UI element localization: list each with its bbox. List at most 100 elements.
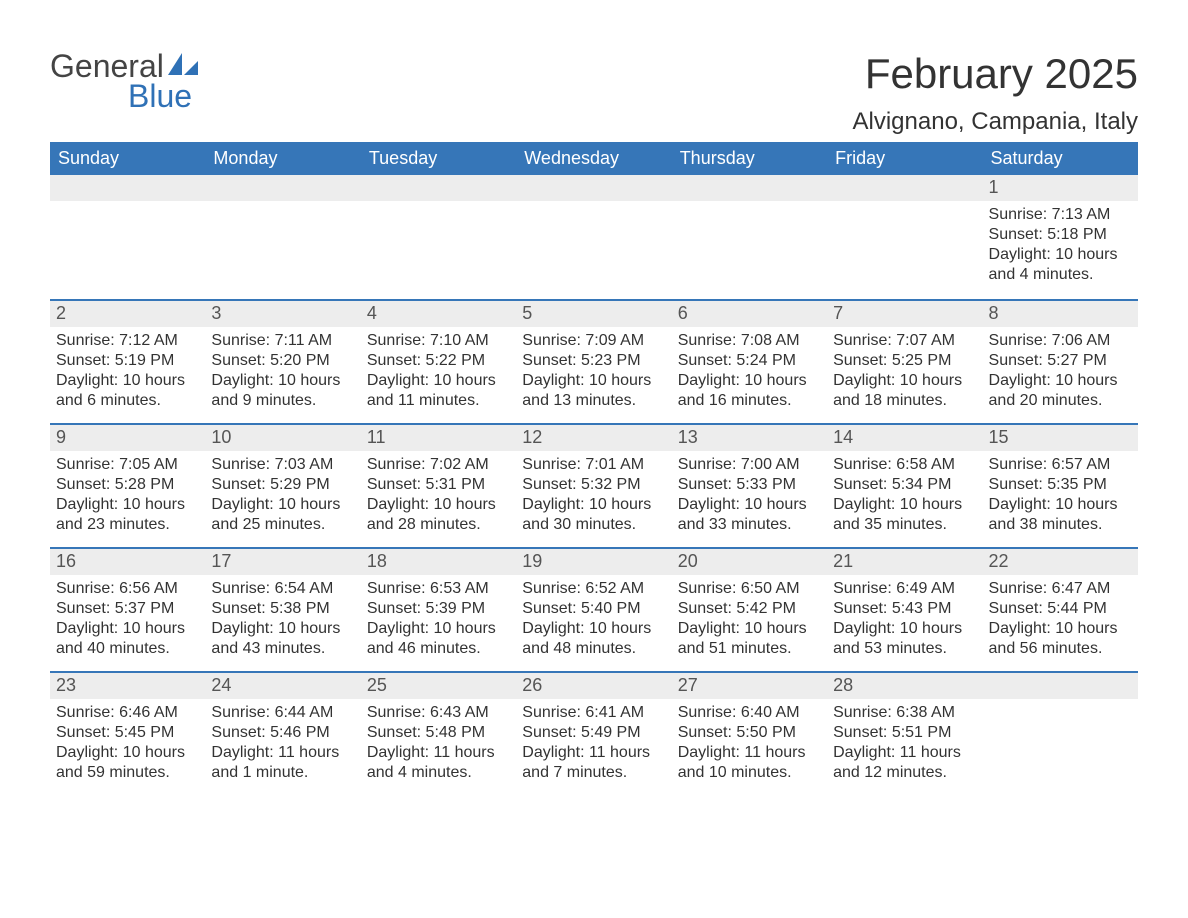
logo-text-blue: Blue <box>128 80 198 112</box>
day-number-bar: 21 <box>827 547 982 575</box>
day-number-bar: 24 <box>205 671 360 699</box>
sunrise-text: Sunrise: 6:47 AM <box>989 579 1132 599</box>
day-number-bar <box>827 175 982 201</box>
sunset-text: Sunset: 5:20 PM <box>211 351 354 371</box>
daylight-text: Daylight: 10 hours and 9 minutes. <box>211 371 354 411</box>
calendar-day-cell <box>516 175 671 299</box>
day-number-bar: 18 <box>361 547 516 575</box>
calendar-page: General Blue February 2025 Alvignano, Ca… <box>0 0 1188 845</box>
daylight-text: Daylight: 10 hours and 40 minutes. <box>56 619 199 659</box>
daylight-text: Daylight: 10 hours and 13 minutes. <box>522 371 665 411</box>
sunrise-text: Sunrise: 7:07 AM <box>833 331 976 351</box>
daylight-text: Daylight: 10 hours and 25 minutes. <box>211 495 354 535</box>
day-body: Sunrise: 7:10 AMSunset: 5:22 PMDaylight:… <box>361 327 516 415</box>
sunset-text: Sunset: 5:37 PM <box>56 599 199 619</box>
sunrise-text: Sunrise: 7:01 AM <box>522 455 665 475</box>
day-body: Sunrise: 6:49 AMSunset: 5:43 PMDaylight:… <box>827 575 982 663</box>
calendar-day-cell: 12Sunrise: 7:01 AMSunset: 5:32 PMDayligh… <box>516 423 671 547</box>
sunset-text: Sunset: 5:48 PM <box>367 723 510 743</box>
day-number-bar: 26 <box>516 671 671 699</box>
calendar-day-cell: 3Sunrise: 7:11 AMSunset: 5:20 PMDaylight… <box>205 299 360 423</box>
sunset-text: Sunset: 5:23 PM <box>522 351 665 371</box>
calendar-day-cell: 9Sunrise: 7:05 AMSunset: 5:28 PMDaylight… <box>50 423 205 547</box>
sunset-text: Sunset: 5:44 PM <box>989 599 1132 619</box>
day-number-bar: 1 <box>983 175 1138 201</box>
daylight-text: Daylight: 10 hours and 11 minutes. <box>367 371 510 411</box>
calendar-day-cell: 5Sunrise: 7:09 AMSunset: 5:23 PMDaylight… <box>516 299 671 423</box>
sunrise-text: Sunrise: 6:57 AM <box>989 455 1132 475</box>
day-body: Sunrise: 7:00 AMSunset: 5:33 PMDaylight:… <box>672 451 827 539</box>
day-header: Saturday <box>983 142 1138 175</box>
sunrise-text: Sunrise: 6:43 AM <box>367 703 510 723</box>
sunset-text: Sunset: 5:32 PM <box>522 475 665 495</box>
sunset-text: Sunset: 5:29 PM <box>211 475 354 495</box>
day-body: Sunrise: 6:46 AMSunset: 5:45 PMDaylight:… <box>50 699 205 787</box>
day-number-bar <box>205 175 360 201</box>
day-number-bar: 2 <box>50 299 205 327</box>
day-number-bar <box>516 175 671 201</box>
day-body: Sunrise: 6:54 AMSunset: 5:38 PMDaylight:… <box>205 575 360 663</box>
daylight-text: Daylight: 10 hours and 6 minutes. <box>56 371 199 411</box>
calendar-day-cell: 27Sunrise: 6:40 AMSunset: 5:50 PMDayligh… <box>672 671 827 795</box>
calendar-day-cell: 16Sunrise: 6:56 AMSunset: 5:37 PMDayligh… <box>50 547 205 671</box>
sunrise-text: Sunrise: 6:41 AM <box>522 703 665 723</box>
sunset-text: Sunset: 5:42 PM <box>678 599 821 619</box>
calendar-table: Sunday Monday Tuesday Wednesday Thursday… <box>50 142 1138 795</box>
day-header: Tuesday <box>361 142 516 175</box>
calendar-day-cell <box>672 175 827 299</box>
daylight-text: Daylight: 11 hours and 4 minutes. <box>367 743 510 783</box>
sunset-text: Sunset: 5:43 PM <box>833 599 976 619</box>
day-number-bar: 19 <box>516 547 671 575</box>
calendar-day-cell: 18Sunrise: 6:53 AMSunset: 5:39 PMDayligh… <box>361 547 516 671</box>
title-block: February 2025 Alvignano, Campania, Italy <box>853 50 1139 136</box>
day-number-bar: 8 <box>983 299 1138 327</box>
calendar-day-cell <box>827 175 982 299</box>
calendar-day-cell: 23Sunrise: 6:46 AMSunset: 5:45 PMDayligh… <box>50 671 205 795</box>
sunset-text: Sunset: 5:33 PM <box>678 475 821 495</box>
sunrise-text: Sunrise: 7:00 AM <box>678 455 821 475</box>
calendar-day-cell: 11Sunrise: 7:02 AMSunset: 5:31 PMDayligh… <box>361 423 516 547</box>
calendar-week-row: 16Sunrise: 6:56 AMSunset: 5:37 PMDayligh… <box>50 547 1138 671</box>
sunset-text: Sunset: 5:19 PM <box>56 351 199 371</box>
daylight-text: Daylight: 11 hours and 10 minutes. <box>678 743 821 783</box>
sunrise-text: Sunrise: 6:54 AM <box>211 579 354 599</box>
day-header: Monday <box>205 142 360 175</box>
sunset-text: Sunset: 5:31 PM <box>367 475 510 495</box>
day-number-bar: 28 <box>827 671 982 699</box>
day-number-bar: 10 <box>205 423 360 451</box>
daylight-text: Daylight: 10 hours and 30 minutes. <box>522 495 665 535</box>
day-header: Friday <box>827 142 982 175</box>
day-body: Sunrise: 6:50 AMSunset: 5:42 PMDaylight:… <box>672 575 827 663</box>
day-number-bar: 13 <box>672 423 827 451</box>
calendar-day-cell: 22Sunrise: 6:47 AMSunset: 5:44 PMDayligh… <box>983 547 1138 671</box>
sunrise-text: Sunrise: 7:10 AM <box>367 331 510 351</box>
calendar-day-cell: 2Sunrise: 7:12 AMSunset: 5:19 PMDaylight… <box>50 299 205 423</box>
calendar-day-cell: 26Sunrise: 6:41 AMSunset: 5:49 PMDayligh… <box>516 671 671 795</box>
calendar-day-cell: 1Sunrise: 7:13 AMSunset: 5:18 PMDaylight… <box>983 175 1138 299</box>
logo: General Blue <box>50 50 198 112</box>
sunset-text: Sunset: 5:49 PM <box>522 723 665 743</box>
day-number-bar: 22 <box>983 547 1138 575</box>
calendar-day-cell: 8Sunrise: 7:06 AMSunset: 5:27 PMDaylight… <box>983 299 1138 423</box>
daylight-text: Daylight: 10 hours and 53 minutes. <box>833 619 976 659</box>
calendar-day-cell: 24Sunrise: 6:44 AMSunset: 5:46 PMDayligh… <box>205 671 360 795</box>
day-body: Sunrise: 6:41 AMSunset: 5:49 PMDaylight:… <box>516 699 671 787</box>
daylight-text: Daylight: 11 hours and 12 minutes. <box>833 743 976 783</box>
sunset-text: Sunset: 5:24 PM <box>678 351 821 371</box>
sunset-text: Sunset: 5:51 PM <box>833 723 976 743</box>
day-body: Sunrise: 7:07 AMSunset: 5:25 PMDaylight:… <box>827 327 982 415</box>
daylight-text: Daylight: 10 hours and 18 minutes. <box>833 371 976 411</box>
calendar-day-cell: 14Sunrise: 6:58 AMSunset: 5:34 PMDayligh… <box>827 423 982 547</box>
sunset-text: Sunset: 5:34 PM <box>833 475 976 495</box>
sunset-text: Sunset: 5:18 PM <box>989 225 1132 245</box>
calendar-day-cell: 6Sunrise: 7:08 AMSunset: 5:24 PMDaylight… <box>672 299 827 423</box>
daylight-text: Daylight: 10 hours and 23 minutes. <box>56 495 199 535</box>
daylight-text: Daylight: 10 hours and 59 minutes. <box>56 743 199 783</box>
day-header: Wednesday <box>516 142 671 175</box>
calendar-day-cell: 25Sunrise: 6:43 AMSunset: 5:48 PMDayligh… <box>361 671 516 795</box>
sunrise-text: Sunrise: 6:53 AM <box>367 579 510 599</box>
sunrise-text: Sunrise: 6:40 AM <box>678 703 821 723</box>
page-header: General Blue February 2025 Alvignano, Ca… <box>50 50 1138 136</box>
sunset-text: Sunset: 5:27 PM <box>989 351 1132 371</box>
sunrise-text: Sunrise: 7:08 AM <box>678 331 821 351</box>
